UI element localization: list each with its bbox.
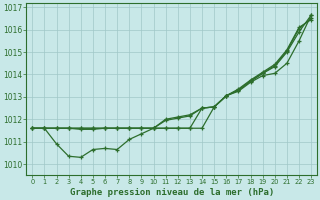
X-axis label: Graphe pression niveau de la mer (hPa): Graphe pression niveau de la mer (hPa) xyxy=(69,188,274,197)
